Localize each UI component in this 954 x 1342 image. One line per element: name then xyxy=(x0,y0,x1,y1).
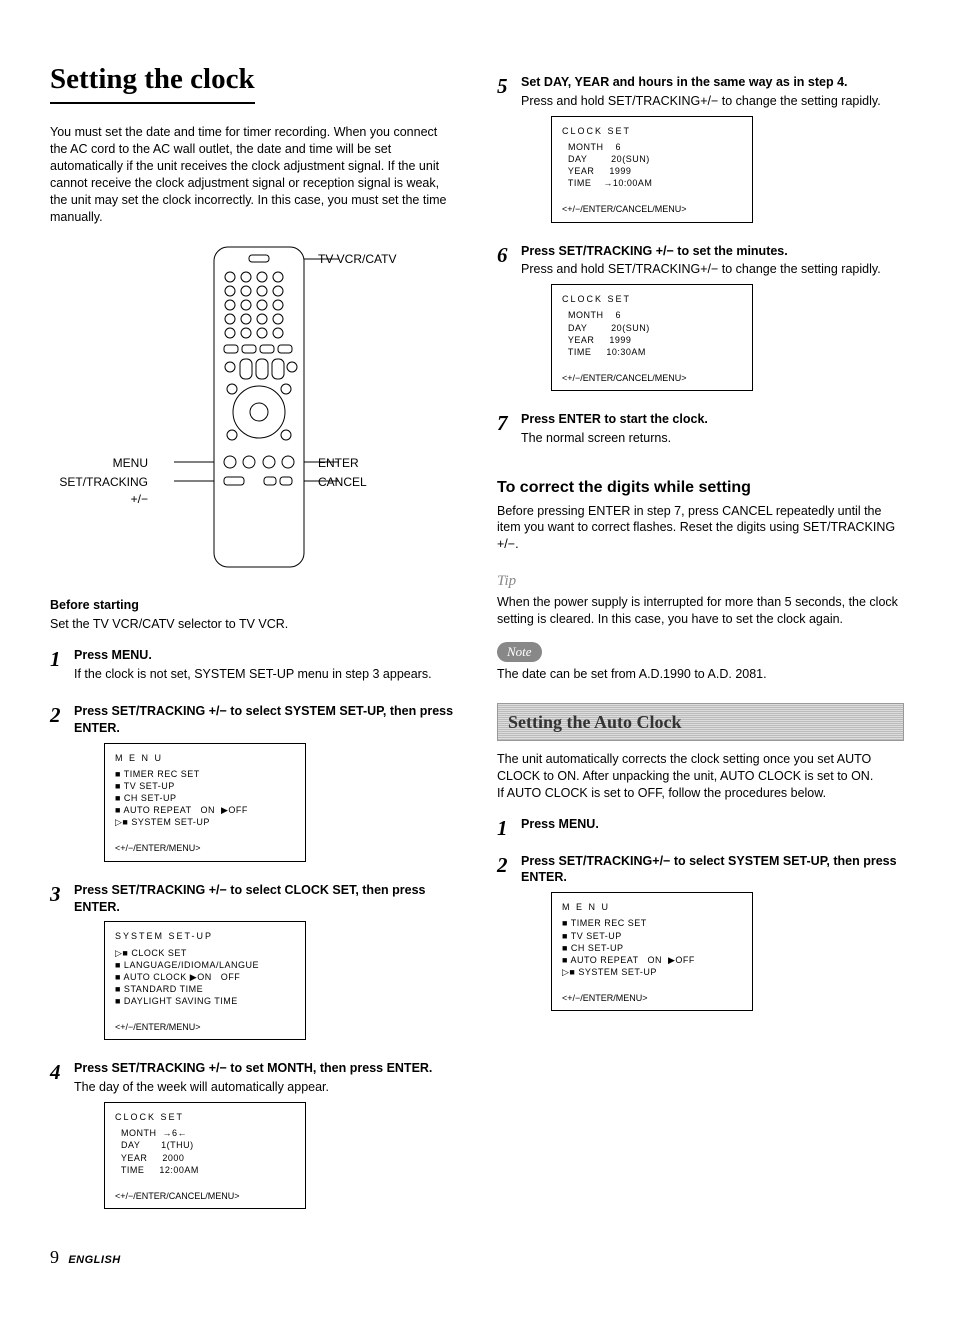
page-columns: Setting the clock You must set the date … xyxy=(50,60,904,1215)
osd-title: CLOCK SET xyxy=(562,125,742,137)
osd-footer: <+/−/ENTER/MENU> xyxy=(115,842,295,854)
left-column: Setting the clock You must set the date … xyxy=(50,60,457,1215)
page-language: ENGLISH xyxy=(68,1254,120,1266)
auto-clock-section-band: Setting the Auto Clock xyxy=(497,703,904,741)
osd-screen: M E N U■ TIMER REC SET■ TV SET-UP■ CH SE… xyxy=(551,892,753,1011)
step: 1Press MENU. xyxy=(497,816,904,839)
step-number: 2 xyxy=(50,703,74,726)
osd-title: SYSTEM SET-UP xyxy=(115,930,295,942)
osd-screen: SYSTEM SET-UP▷■ CLOCK SET■ LANGUAGE/IDIO… xyxy=(104,921,306,1040)
step-body: Press SET/TRACKING+/− to select SYSTEM S… xyxy=(521,853,904,1018)
step: 2Press SET/TRACKING +/− to select SYSTEM… xyxy=(50,703,457,868)
remote-label-menu: MENU xyxy=(110,455,148,471)
osd-screen: CLOCK SET MONTH 6 DAY 20(SUN) YEAR 1999 … xyxy=(551,116,753,223)
step-body: Press SET/TRACKING +/− to set MONTH, the… xyxy=(74,1060,457,1215)
intro-paragraph: You must set the date and time for timer… xyxy=(50,124,457,225)
step-number: 4 xyxy=(50,1060,74,1083)
step: 1Press MENU. If the clock is not set, SYS… xyxy=(50,647,457,689)
step-desc: If the clock is not set, SYSTEM SET-UP m… xyxy=(74,666,457,683)
remote-label-enter: ENTER xyxy=(318,455,359,471)
osd-footer: <+/−/ENTER/CANCEL/MENU> xyxy=(562,203,742,215)
step-body: Press MENU. xyxy=(521,816,904,835)
before-starting-heading: Before starting xyxy=(50,597,457,614)
osd-title: M E N U xyxy=(115,752,295,764)
osd-title: M E N U xyxy=(562,901,742,913)
step-title: Press SET/TRACKING +/− to set the minute… xyxy=(521,243,904,260)
right-column: 5Set DAY, YEAR and hours in the same way… xyxy=(497,60,904,1215)
step-number: 2 xyxy=(497,853,521,876)
remote-label-tvvcr: TV VCR/CATV xyxy=(318,251,396,267)
step: 5Set DAY, YEAR and hours in the same way… xyxy=(497,74,904,229)
note-text: The date can be set from A.D.1990 to A.D… xyxy=(497,666,904,683)
tip-label: Tip xyxy=(497,571,904,591)
step-body: Press ENTER to start the clock. The norma… xyxy=(521,411,904,453)
step-number: 5 xyxy=(497,74,521,97)
page-number: 9 xyxy=(50,1247,59,1267)
remote-diagram xyxy=(74,237,434,577)
step-body: Press MENU. If the clock is not set, SYST… xyxy=(74,647,457,689)
osd-screen: CLOCK SET MONTH 6 DAY 20(SUN) YEAR 1999 … xyxy=(551,284,753,391)
osd-footer: <+/−/ENTER/MENU> xyxy=(115,1021,295,1033)
osd-screen: M E N U■ TIMER REC SET■ TV SET-UP■ CH SE… xyxy=(104,743,306,862)
step-number: 7 xyxy=(497,411,521,434)
remote-label-cancel: CANCEL xyxy=(318,474,367,490)
right-steps-container: 5Set DAY, YEAR and hours in the same way… xyxy=(497,74,904,453)
osd-footer: <+/−/ENTER/MENU> xyxy=(562,992,742,1004)
step-title: Press SET/TRACKING +/− to select SYSTEM … xyxy=(74,703,457,737)
step-title: Press MENU. xyxy=(521,816,904,833)
osd-footer: <+/−/ENTER/CANCEL/MENU> xyxy=(562,372,742,384)
before-starting-text: Set the TV VCR/CATV selector to TV VCR. xyxy=(50,616,457,633)
osd-footer: <+/−/ENTER/CANCEL/MENU> xyxy=(115,1190,295,1202)
remote-label-settracking: SET/TRACKING +/− xyxy=(50,474,148,506)
step-desc: Press and hold SET/TRACKING+/− to change… xyxy=(521,93,904,110)
page-title: Setting the clock xyxy=(50,60,255,104)
step-number: 6 xyxy=(497,243,521,266)
autoclock-steps-container: 1Press MENU. 2Press SET/TRACKING+/− to se… xyxy=(497,816,904,1018)
left-steps-container: 1Press MENU. If the clock is not set, SYS… xyxy=(50,647,457,1215)
step-desc: The normal screen returns. xyxy=(521,430,904,447)
step-body: Press SET/TRACKING +/− to select SYSTEM … xyxy=(74,703,457,868)
osd-title: CLOCK SET xyxy=(562,293,742,305)
auto-clock-heading: Setting the Auto Clock xyxy=(508,712,682,732)
step-title: Set DAY, YEAR and hours in the same way … xyxy=(521,74,904,91)
step-body: Press SET/TRACKING +/− to select CLOCK S… xyxy=(74,882,457,1047)
step-title: Press SET/TRACKING +/− to set MONTH, the… xyxy=(74,1060,457,1077)
step-number: 1 xyxy=(50,647,74,670)
step-body: Press SET/TRACKING +/− to set the minute… xyxy=(521,243,904,398)
step-number: 1 xyxy=(497,816,521,839)
step-desc: The day of the week will automatically a… xyxy=(74,1079,457,1096)
correct-digits-text: Before pressing ENTER in step 7, press C… xyxy=(497,503,904,554)
step-desc: Press and hold SET/TRACKING+/− to change… xyxy=(521,261,904,278)
note-label: Note xyxy=(497,642,542,662)
step-number: 3 xyxy=(50,882,74,905)
step: 4Press SET/TRACKING +/− to set MONTH, th… xyxy=(50,1060,457,1215)
correct-digits-heading: To correct the digits while setting xyxy=(497,477,904,499)
osd-title: CLOCK SET xyxy=(115,1111,295,1123)
remote-figure: TV VCR/CATV MENU ENTER SET/TRACKING +/− … xyxy=(50,237,457,577)
page-footer: 9 ENGLISH xyxy=(50,1245,904,1269)
auto-clock-text: The unit automatically corrects the cloc… xyxy=(497,751,904,802)
step-body: Set DAY, YEAR and hours in the same way … xyxy=(521,74,904,229)
step: 6Press SET/TRACKING +/− to set the minut… xyxy=(497,243,904,398)
tip-text: When the power supply is interrupted for… xyxy=(497,594,904,628)
step-title: Press SET/TRACKING+/− to select SYSTEM S… xyxy=(521,853,904,887)
step: 2Press SET/TRACKING+/− to select SYSTEM … xyxy=(497,853,904,1018)
step-title: Press SET/TRACKING +/− to select CLOCK S… xyxy=(74,882,457,916)
step: 7Press ENTER to start the clock. The norm… xyxy=(497,411,904,453)
step-title: Press ENTER to start the clock. xyxy=(521,411,904,428)
step-title: Press MENU. xyxy=(74,647,457,664)
step: 3Press SET/TRACKING +/− to select CLOCK … xyxy=(50,882,457,1047)
osd-screen: CLOCK SET MONTH →6← DAY 1(THU) YEAR 2000… xyxy=(104,1102,306,1209)
